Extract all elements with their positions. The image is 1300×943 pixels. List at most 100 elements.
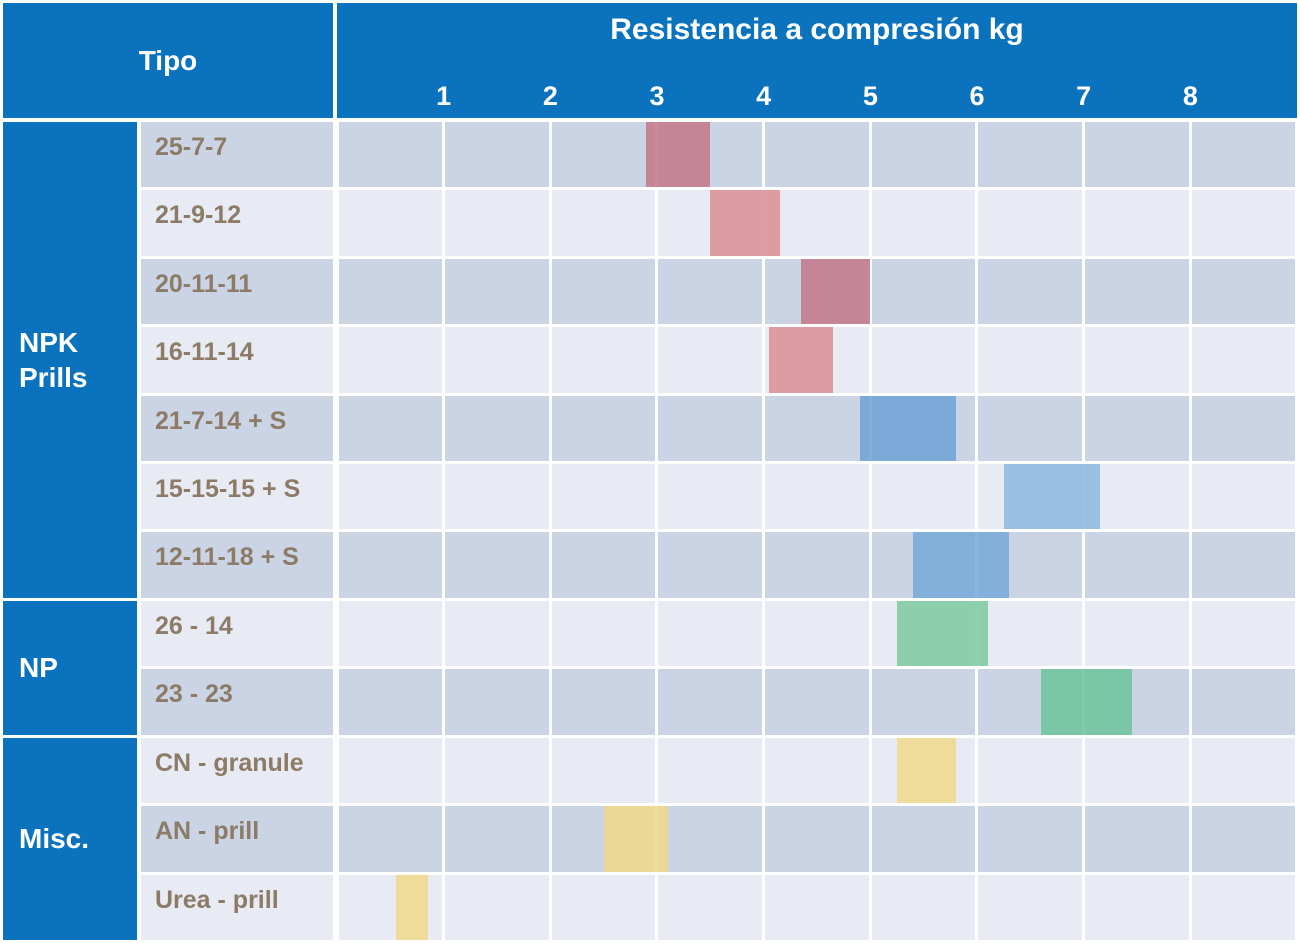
grid-cell [871, 122, 976, 188]
grid-cell [658, 327, 763, 393]
grid-cell [978, 395, 1083, 462]
grid-cell [871, 464, 976, 530]
table-header: Tipo Resistencia a compresión kg 1 2 3 4 5 6 7… [3, 3, 1297, 118]
row-label: 25-7-7 [141, 122, 333, 188]
grid-cell [1085, 327, 1189, 393]
x-axis-tick-label: 8 [1182, 81, 1198, 111]
grid-cell [978, 258, 1083, 325]
grid-cell [765, 464, 869, 530]
grid-cell [1085, 737, 1189, 804]
grid-cell [1191, 258, 1296, 325]
grid-cell [1085, 600, 1189, 667]
grid-cell [1191, 190, 1296, 256]
grid-cell [1191, 737, 1296, 804]
grid-cell [1085, 395, 1189, 462]
grid-cell [1085, 874, 1189, 940]
grid-cell [551, 669, 656, 735]
grid-cell [658, 806, 763, 872]
grid-cell [658, 464, 763, 530]
grid-cell [551, 532, 656, 598]
grid-cell [978, 327, 1083, 393]
range-bar [395, 874, 428, 940]
grid-cell [445, 532, 549, 598]
tipo-header-cell: Tipo [3, 3, 333, 118]
grid-cell [978, 122, 1083, 188]
grid-cell [445, 669, 549, 735]
grid-cell [1191, 122, 1296, 188]
range-bar [801, 258, 871, 325]
row-label: CN - granule [141, 737, 333, 804]
row-label: Urea - prill [141, 874, 333, 940]
grid-cell [765, 190, 869, 256]
grid-cell [1191, 464, 1296, 530]
row-label: 12-11-18 + S [141, 532, 333, 598]
range-bar [897, 600, 988, 667]
group-cell-misc-: Misc. [3, 737, 137, 940]
x-axis-tick-label: 7 [1076, 81, 1092, 111]
grid-cell [1085, 532, 1189, 598]
range-bar [603, 806, 668, 872]
grid-cell [551, 122, 656, 188]
row-label: 20-11-11 [141, 258, 333, 325]
x-axis-tick-label: 1 [436, 81, 452, 111]
row-label: 23 - 23 [141, 669, 333, 735]
chart-row [337, 874, 1297, 940]
grid-cell [1085, 190, 1189, 256]
grid-cell [1191, 874, 1296, 940]
range-bar [859, 395, 956, 462]
row-label: 21-9-12 [141, 190, 333, 256]
grid-cell [338, 395, 443, 462]
chart-row [337, 464, 1297, 530]
grid-cell [658, 395, 763, 462]
x-axis-tick-label: 6 [969, 81, 985, 111]
grid-cell [338, 600, 443, 667]
grid-cell [1191, 532, 1296, 598]
grid-cell [445, 806, 549, 872]
grid-cell [658, 669, 763, 735]
grid-cell [445, 327, 549, 393]
grid-cell [551, 327, 656, 393]
grid-cell [1191, 395, 1296, 462]
grid-cell [338, 806, 443, 872]
grid-cell [871, 190, 976, 256]
row-label: 16-11-14 [141, 327, 333, 393]
grid-cell [1085, 806, 1189, 872]
grid-cell [765, 737, 869, 804]
grid-cell [765, 874, 869, 940]
grid-cell [445, 464, 549, 530]
row-label: AN - prill [141, 806, 333, 872]
grid-cell [658, 258, 763, 325]
range-bar [897, 737, 956, 804]
grid-cell [338, 669, 443, 735]
table-body: NPK Prills NP Misc. 25-7-7 21-9-12 20-11-11 16… [3, 122, 1297, 940]
grid-cell [551, 395, 656, 462]
grid-cell [338, 258, 443, 325]
chart-row [337, 122, 1297, 188]
grid-cell [1191, 669, 1296, 735]
grid-cell [765, 395, 869, 462]
range-bar [1003, 464, 1100, 530]
grid-cell [871, 258, 976, 325]
resistance-header-cell: Resistencia a compresión kg 1 2 3 4 5 6 7 8 [337, 3, 1297, 118]
x-axis-tick-label: 2 [542, 81, 558, 111]
grid-cell [871, 327, 976, 393]
grid-cell [445, 600, 549, 667]
grid-cell [445, 258, 549, 325]
grid-cell [445, 122, 549, 188]
grid-cell [978, 737, 1083, 804]
grid-cell [551, 190, 656, 256]
grid-cell [978, 806, 1083, 872]
chart-row [337, 190, 1297, 256]
grid-cell [338, 464, 443, 530]
grid-cell [338, 122, 443, 188]
grid-cell [1191, 806, 1296, 872]
chart-row [337, 806, 1297, 872]
grid-cell [551, 258, 656, 325]
row-label: 26 - 14 [141, 600, 333, 667]
grid-cell [658, 532, 763, 598]
row-label: 15-15-15 + S [141, 464, 333, 530]
grid-cell [658, 874, 763, 940]
grid-cell [551, 737, 656, 804]
grid-cell [978, 190, 1083, 256]
